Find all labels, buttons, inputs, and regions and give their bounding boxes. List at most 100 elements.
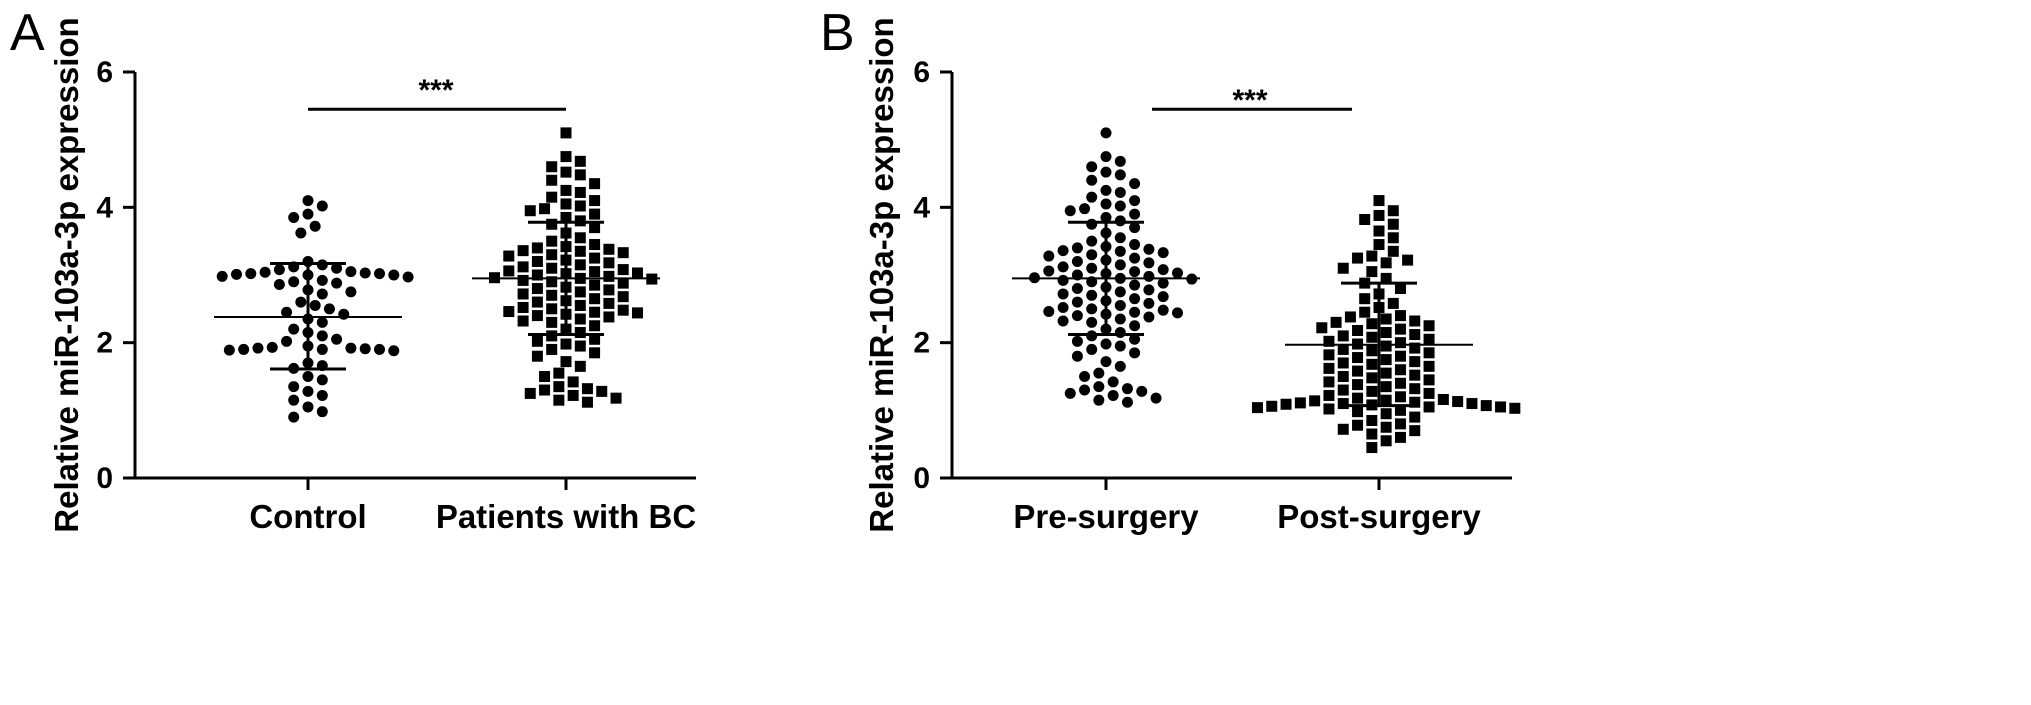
panel-a-series-1-point-100 — [610, 392, 622, 404]
panel-b-series-0-point-94 — [1093, 381, 1105, 393]
panel-a-series-1-point-73 — [531, 310, 543, 322]
panel-b-series-1-point-60 — [1366, 372, 1378, 384]
panel-b-series-1-point-42 — [1409, 342, 1421, 354]
panel-b-series-1-point-45 — [1423, 347, 1435, 359]
panel-b-series-0-point-69 — [1043, 306, 1055, 318]
panel-a-series-1-point-63 — [531, 296, 543, 308]
panel-a-series-0-point-60 — [316, 406, 328, 418]
panel-a-series-0-point-30 — [323, 303, 335, 315]
panel-b-series-1-point-43 — [1337, 343, 1349, 355]
panel-b-series-1-point-23 — [1394, 310, 1406, 322]
panel-b-series-0-point-92 — [1079, 371, 1091, 382]
panel-a-series-0-point-46 — [238, 343, 250, 355]
panel-b-series-1-point-71 — [1394, 391, 1406, 403]
panel-b-series-0-point-3 — [1086, 161, 1098, 173]
panel-b-series-0-point-6 — [1086, 174, 1098, 186]
panel-b-series-1-point-0 — [1373, 195, 1385, 207]
panel-b-series-0-point-89 — [1100, 356, 1112, 368]
panel-a-series-1-point-35 — [531, 255, 543, 267]
panel-a-series-1-point-1 — [560, 151, 572, 163]
panel-a-series-0-point-23 — [331, 277, 343, 289]
panel-a-series-1-point-78 — [589, 320, 601, 332]
panel-a-series-0-point-1 — [316, 200, 328, 212]
panel-a-series-0-point-57 — [316, 389, 328, 401]
panel-a-series-0-point-39 — [281, 335, 293, 347]
panel-a-y-tick-label-2: 4 — [96, 191, 113, 224]
panel-a-series-0-point-61 — [288, 411, 300, 423]
panel-b-series-0-point-65 — [1114, 299, 1126, 311]
panel-a-series-0-point-0 — [302, 195, 314, 207]
panel-b-series-1-point-77 — [1409, 396, 1421, 408]
panel-b-series-0-point-11 — [1129, 195, 1141, 207]
panel-a-series-1-point-5 — [574, 169, 586, 181]
panel-b-series-0-point-78 — [1129, 320, 1141, 332]
panel-b-series-0-point-24 — [1129, 239, 1141, 251]
panel-b-series-1-point-87 — [1251, 402, 1263, 414]
panel-b-series-1-point-8 — [1387, 245, 1399, 257]
panel-b-series-1-point-65 — [1380, 381, 1392, 393]
panel-a-series-1-point-69 — [503, 306, 515, 318]
panel-b-series-0-point-57 — [1114, 286, 1126, 298]
panel-b-series-1-point-28 — [1366, 318, 1378, 330]
panel-a-series-1-point-6 — [546, 174, 558, 186]
panel-a-series-1-point-41 — [503, 265, 515, 277]
panel-b-series-1-point-63 — [1394, 377, 1406, 389]
panel-b-series-1-point-14 — [1366, 266, 1378, 278]
panel-b-series-1-point-35 — [1337, 330, 1349, 342]
panel-a-y-tick-label-0: 0 — [96, 462, 113, 495]
panel-b-series-1-point-94 — [1366, 414, 1378, 426]
panel-b-series-1-point-102 — [1380, 435, 1392, 447]
panel-b-series-1-point-27 — [1330, 316, 1342, 328]
panel-b-series-0-point-17 — [1100, 211, 1112, 223]
panel-b-series-1-point-50 — [1409, 356, 1421, 368]
panel-b-series-1-point-53 — [1423, 360, 1435, 372]
panel-a-series-0-point-22 — [288, 276, 300, 288]
panel-a-series-0-point-27 — [316, 288, 328, 300]
panel-b-series-1-point-52 — [1366, 358, 1378, 370]
panel-b-series-1-point-48 — [1352, 352, 1364, 364]
panel-b-series-1-point-91 — [1352, 406, 1364, 418]
panel-a-series-0-point-59 — [302, 401, 314, 413]
panel-a-series-0-point-16 — [231, 268, 242, 280]
panel-b-series-0-point-87 — [1129, 347, 1141, 359]
panel-b-series-1-point-33 — [1380, 327, 1392, 339]
panel-b-series-0-point-86 — [1086, 343, 1098, 355]
panel-a-series-1-point-55 — [531, 283, 543, 295]
panel-b: B Relative miR-103a-3p expression Pre-su… — [820, 4, 1521, 535]
panel-b-series-0-point-36 — [1143, 257, 1155, 269]
panel-b-category-label-1: Post-surgery — [1277, 498, 1481, 535]
panel-b-series-0-point-99 — [1107, 389, 1119, 401]
panel-b-series-0-point-93 — [1107, 376, 1119, 388]
panel-b-series-0-point-77 — [1086, 316, 1098, 328]
panel-a-series-0-point-38 — [331, 333, 343, 345]
panel-b-series-1-point-56 — [1352, 365, 1364, 377]
panel-a-series-0-point-34 — [316, 316, 328, 328]
panel-b-series-1-point-4 — [1387, 218, 1399, 230]
panel-b-series-0-point-15 — [1064, 205, 1076, 217]
panel-a-series-0-point-24 — [273, 278, 285, 290]
panel-b-series-0-point-60 — [1157, 291, 1169, 303]
panel-a-series-1-point-0 — [560, 127, 572, 139]
panel-b-series-1-point-89 — [1323, 403, 1335, 415]
panel-a-series-1-point-59 — [546, 289, 558, 301]
panel-a-category-label-0: Control — [249, 498, 366, 535]
panel-b-series-0-point-76 — [1057, 315, 1069, 327]
panel-b-series-0-point-88 — [1071, 350, 1083, 362]
panel-a-series-1-point-32 — [503, 250, 515, 262]
panel-b-series-0-point-64 — [1143, 297, 1155, 309]
panel-b-series-1-point-46 — [1323, 349, 1335, 361]
panel-a-series-0-point-14 — [245, 268, 257, 280]
panel-a-significance-label: *** — [418, 74, 453, 107]
panel-b-series-0-point-13 — [1114, 200, 1126, 212]
panel-b-series-0-point-63 — [1071, 296, 1083, 308]
panel-b-series-0-point-30 — [1157, 247, 1169, 259]
panel-a-series-1-point-14 — [539, 203, 551, 215]
panel-a-series-1-point-61 — [589, 293, 601, 305]
panel-b-letter: B — [820, 4, 855, 62]
panel-b-series-1-point-85 — [1423, 401, 1435, 413]
panel-a-series-1-point-84 — [560, 338, 572, 350]
panel-a-series-1-point-19 — [546, 218, 558, 230]
panel-a-series-1-point-13 — [574, 200, 586, 212]
panel-b-series-1-point-75 — [1309, 395, 1321, 407]
panel-b-series-1-point-55 — [1394, 364, 1406, 376]
